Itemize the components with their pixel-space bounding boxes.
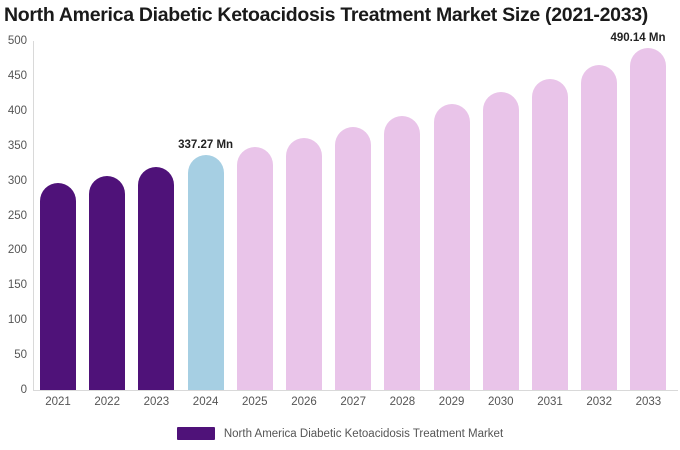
y-axis-tick-label: 500 xyxy=(7,35,27,47)
bar-rect xyxy=(187,154,224,390)
x-axis-tick-label: 2031 xyxy=(537,396,563,408)
bar-rect xyxy=(482,91,519,390)
y-axis-tick-label: 50 xyxy=(14,349,27,362)
bar-2021[interactable] xyxy=(40,41,76,390)
bar-2024[interactable] xyxy=(187,41,224,390)
bar-rect xyxy=(335,127,372,390)
x-axis-tick-label: 2030 xyxy=(488,396,514,408)
bar-2027[interactable] xyxy=(335,41,372,390)
y-axis-line xyxy=(33,41,34,390)
bar-2026[interactable] xyxy=(286,41,322,390)
x-axis-tick-label: 2023 xyxy=(143,396,170,408)
x-axis-tick-label: 2027 xyxy=(340,396,366,408)
x-axis-tick-label: 2028 xyxy=(389,396,416,408)
x-axis-tick-label: 2025 xyxy=(242,396,268,408)
bar-rect xyxy=(384,116,421,390)
bar-2025[interactable] xyxy=(236,41,273,390)
bar-rect xyxy=(286,138,322,390)
bar-2028[interactable] xyxy=(384,41,421,390)
legend-swatch xyxy=(176,427,215,440)
bar-rect xyxy=(89,176,126,390)
y-axis-tick-label: 250 xyxy=(7,209,27,222)
y-axis-tick-label: 350 xyxy=(7,139,27,152)
chart-legend: North America Diabetic Ketoacidosis Trea… xyxy=(0,427,680,440)
bar-rect xyxy=(433,103,470,390)
bar-rect xyxy=(138,166,175,390)
x-axis-tick-label: 2026 xyxy=(291,396,317,408)
bar-rect xyxy=(630,47,667,390)
legend-label: North America Diabetic Ketoacidosis Trea… xyxy=(223,427,504,440)
bar-2032[interactable] xyxy=(581,41,618,390)
x-axis-line xyxy=(33,390,678,391)
y-axis: 500 450 400 350 300 250 200 150 100 50 0 xyxy=(0,0,29,450)
x-axis-tick-label: 2024 xyxy=(192,396,219,408)
y-axis-tick-label: 400 xyxy=(7,104,27,117)
y-axis-tick-label: 100 xyxy=(7,314,27,327)
bar-2033[interactable] xyxy=(630,41,667,390)
bar-2029[interactable] xyxy=(433,41,470,390)
bar-2031[interactable] xyxy=(532,41,568,390)
bar-2030[interactable] xyxy=(482,41,519,390)
y-axis-tick-label: 300 xyxy=(7,174,27,187)
y-axis-tick-label: 450 xyxy=(7,69,27,82)
x-axis-tick-label: 2022 xyxy=(94,396,120,408)
y-axis-tick-label: 200 xyxy=(7,244,27,257)
x-axis-tick-label: 2021 xyxy=(45,396,71,408)
bar-value-label: 490.14 Mn xyxy=(610,31,666,44)
x-axis-tick-label: 2029 xyxy=(438,396,465,408)
y-axis-tick-label: 150 xyxy=(7,279,27,292)
plot-area xyxy=(33,41,678,390)
bar-rect xyxy=(236,147,273,390)
bar-rect xyxy=(40,183,76,390)
chart-title: North America Diabetic Ketoacidosis Trea… xyxy=(4,4,648,26)
y-axis-tick-label: 0 xyxy=(20,384,27,396)
bar-2023[interactable] xyxy=(138,41,175,390)
bar-rect xyxy=(532,79,568,390)
bar-rect xyxy=(581,64,618,390)
bar-value-label: 337.27 Mn xyxy=(178,138,234,151)
x-axis-tick-label: 2033 xyxy=(635,396,662,408)
x-axis-tick-label: 2032 xyxy=(586,396,612,408)
bar-2022[interactable] xyxy=(89,41,126,390)
